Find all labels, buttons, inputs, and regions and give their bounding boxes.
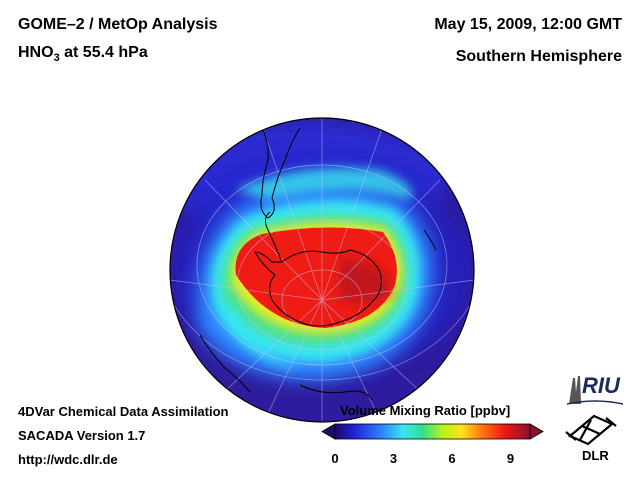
globe-outline [169,117,475,423]
dlr-logo-icon [565,414,617,446]
dlr-logo-text: DLR [582,448,609,463]
pressure-level: at 55.4 hPa [59,44,148,61]
colorbar-min-arrow [321,423,336,440]
analysis-title: GOME–2 / MetOp Analysis [18,16,218,33]
south-america-coastline [257,119,301,219]
colorbar-max-arrow [529,423,544,440]
analysis-datetime: May 15, 2009, 12:00 GMT [434,16,622,33]
africa-coastline [199,334,251,393]
colorbar-tick-label: 6 [448,451,456,466]
colorbar-title: Volume Mixing Ratio [ppbv] [340,403,511,418]
australia-coastline [299,384,373,401]
colorbar-scale [334,423,531,440]
hno3-field [170,118,474,422]
hemisphere-label: Southern Hemisphere [455,48,622,65]
footer-version: SACADA Version 1.7 [18,428,146,443]
colorbar-tick-label: 9 [506,451,515,466]
new-zealand-coastline [423,229,437,251]
colorbar-tick-label: 0 [331,451,339,466]
species-level-title: HNO3 at 55.4 hPa [18,44,148,64]
footer-assimilation: 4DVar Chemical Data Assimilation [18,404,229,419]
colorbar [321,423,544,440]
species-name: HNO [18,44,54,61]
riu-logo-text: RIU [582,373,620,398]
antarctica-coastline [254,249,382,327]
coastlines [199,119,437,401]
colorbar-tick-label: 3 [389,451,398,466]
antarctic-peninsula [264,211,283,263]
species-subscript: 3 [53,52,60,65]
footer-url: http://wdc.dlr.de [18,452,118,467]
graticule [170,118,474,422]
riu-logo-icon [566,376,624,405]
